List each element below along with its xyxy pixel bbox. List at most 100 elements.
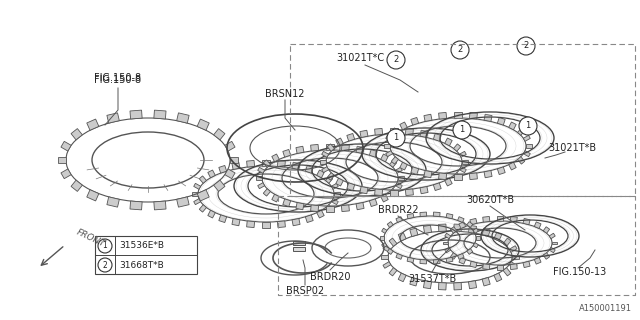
Polygon shape (199, 205, 207, 212)
Polygon shape (272, 194, 279, 202)
Polygon shape (197, 190, 209, 201)
Polygon shape (327, 144, 335, 151)
Polygon shape (497, 167, 505, 174)
Polygon shape (470, 219, 477, 225)
Polygon shape (391, 157, 399, 164)
Polygon shape (470, 261, 477, 268)
Text: 2: 2 (394, 55, 399, 65)
Polygon shape (451, 227, 457, 233)
Polygon shape (61, 141, 71, 151)
Polygon shape (543, 227, 550, 233)
Polygon shape (552, 242, 557, 244)
Polygon shape (494, 232, 502, 241)
Polygon shape (438, 224, 446, 231)
Polygon shape (219, 215, 227, 222)
Bar (95, 236, 197, 274)
Polygon shape (509, 122, 516, 130)
Polygon shape (458, 253, 464, 259)
Polygon shape (381, 194, 388, 202)
Polygon shape (438, 173, 447, 180)
Polygon shape (407, 257, 414, 262)
Polygon shape (549, 247, 556, 253)
Polygon shape (258, 183, 265, 189)
Polygon shape (468, 225, 477, 233)
Polygon shape (71, 129, 83, 140)
Polygon shape (526, 144, 532, 148)
Polygon shape (420, 212, 427, 217)
Polygon shape (214, 129, 225, 140)
Polygon shape (510, 216, 517, 222)
Circle shape (453, 121, 471, 139)
Polygon shape (214, 180, 225, 191)
Text: 30620T*B: 30620T*B (466, 195, 514, 205)
Polygon shape (509, 262, 517, 268)
Polygon shape (391, 128, 399, 135)
Polygon shape (390, 189, 397, 196)
Text: FIG.150-13: FIG.150-13 (554, 267, 607, 277)
Polygon shape (400, 122, 407, 130)
Polygon shape (277, 221, 285, 228)
Polygon shape (262, 222, 270, 228)
Polygon shape (317, 170, 324, 178)
Polygon shape (411, 167, 419, 174)
Polygon shape (518, 157, 525, 164)
Polygon shape (396, 167, 403, 173)
Text: 1: 1 (102, 242, 108, 251)
Polygon shape (326, 144, 334, 150)
Polygon shape (386, 151, 393, 157)
Polygon shape (411, 117, 419, 125)
Polygon shape (360, 130, 368, 138)
Polygon shape (473, 243, 478, 248)
Polygon shape (445, 233, 451, 239)
Polygon shape (462, 160, 468, 164)
Polygon shape (296, 203, 304, 210)
Polygon shape (320, 160, 326, 164)
Circle shape (517, 37, 535, 55)
Polygon shape (177, 113, 189, 123)
Polygon shape (208, 210, 215, 218)
Text: A150001191: A150001191 (579, 304, 632, 313)
Polygon shape (326, 205, 333, 212)
Polygon shape (246, 160, 255, 167)
Polygon shape (381, 154, 388, 162)
Polygon shape (283, 199, 291, 206)
Text: 31536E*B: 31536E*B (119, 242, 164, 251)
Polygon shape (341, 144, 349, 151)
Polygon shape (503, 268, 511, 276)
Polygon shape (549, 233, 556, 239)
Polygon shape (398, 176, 404, 180)
Polygon shape (509, 162, 516, 170)
Polygon shape (317, 210, 324, 218)
Polygon shape (310, 144, 319, 151)
Text: 31668T*B: 31668T*B (119, 260, 164, 269)
Polygon shape (473, 228, 478, 233)
Polygon shape (310, 205, 319, 212)
Polygon shape (341, 205, 349, 212)
FancyBboxPatch shape (293, 247, 305, 251)
Polygon shape (219, 165, 227, 173)
Polygon shape (326, 206, 334, 212)
Polygon shape (518, 128, 525, 135)
Polygon shape (58, 157, 66, 163)
Polygon shape (467, 249, 473, 254)
Polygon shape (433, 183, 441, 190)
Polygon shape (208, 170, 215, 178)
Polygon shape (469, 173, 477, 180)
Polygon shape (459, 258, 466, 264)
Text: 1: 1 (394, 133, 399, 142)
Polygon shape (360, 187, 368, 194)
Polygon shape (503, 238, 511, 246)
Polygon shape (494, 273, 502, 282)
Polygon shape (71, 180, 83, 191)
Polygon shape (199, 176, 207, 183)
Polygon shape (510, 264, 517, 269)
Circle shape (98, 258, 112, 272)
Text: FIG.150-8: FIG.150-8 (95, 75, 141, 85)
Polygon shape (420, 260, 427, 264)
Polygon shape (107, 197, 119, 207)
Polygon shape (433, 212, 440, 217)
Polygon shape (445, 178, 452, 186)
Polygon shape (454, 224, 461, 231)
Polygon shape (384, 144, 390, 148)
Polygon shape (420, 187, 428, 194)
